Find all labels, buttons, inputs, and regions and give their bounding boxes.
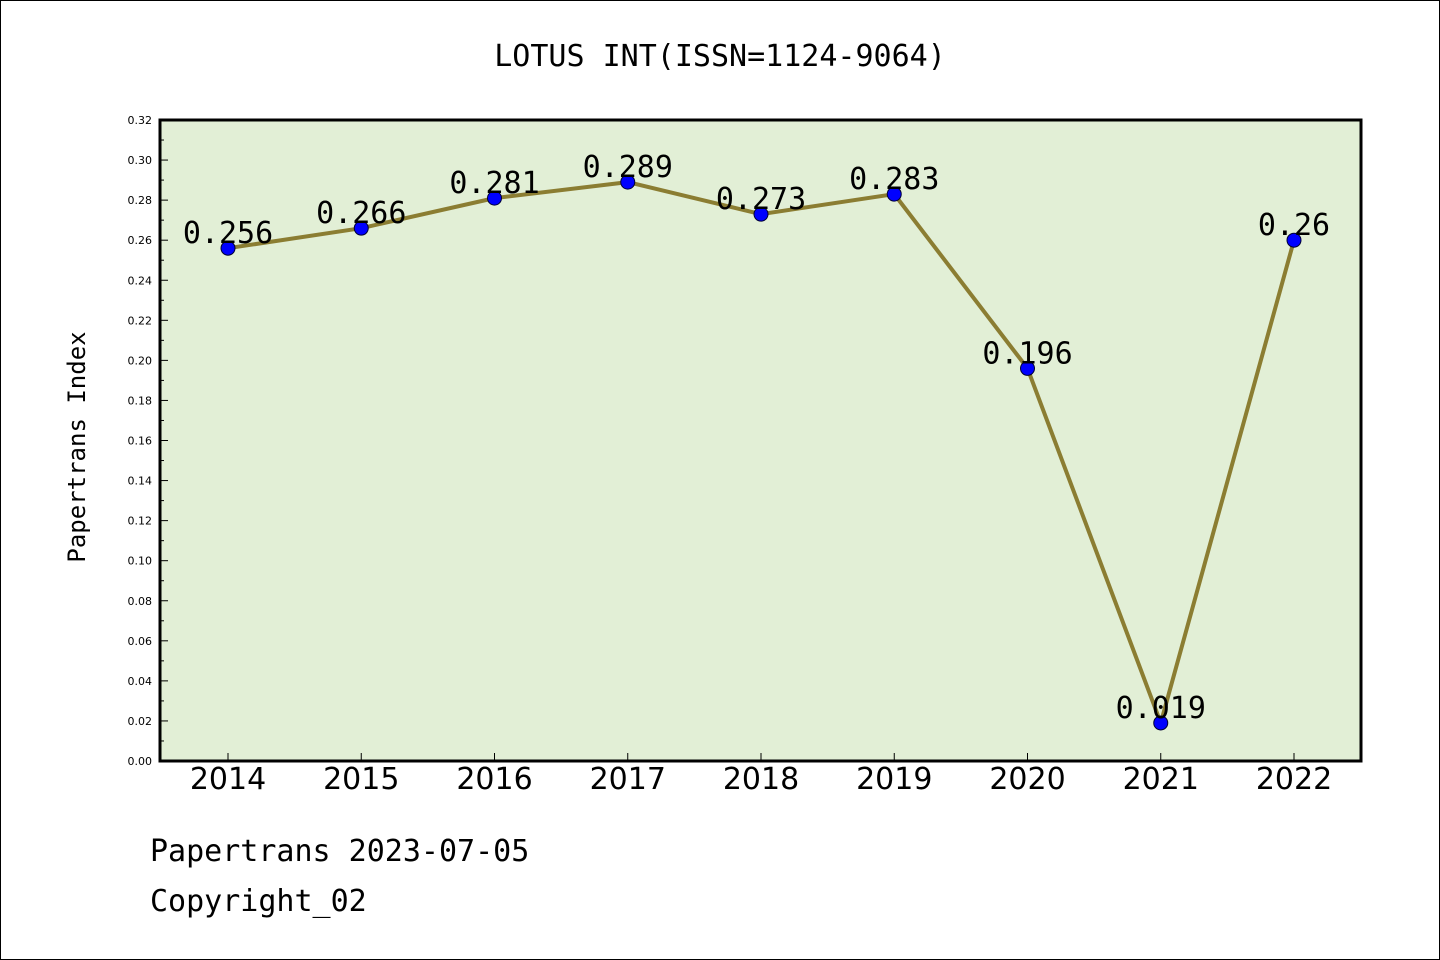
data-label: 0.281 (449, 166, 539, 201)
x-tick-label: 2020 (989, 762, 1065, 797)
y-tick-label: 0.20 (128, 354, 153, 367)
y-tick-label: 0.32 (128, 114, 153, 127)
data-point (487, 190, 502, 206)
y-axis-label: Papertrans Index (63, 331, 91, 562)
data-label: 0.289 (583, 150, 673, 185)
data-markers (220, 174, 1302, 731)
footer-copyright: Copyright_02 (150, 884, 367, 919)
x-tick-label: 2019 (856, 762, 932, 797)
y-tick-label: 0.16 (128, 435, 153, 448)
footer-date: Papertrans 2023-07-05 (150, 834, 530, 869)
y-tick-label: 0.18 (128, 394, 153, 407)
x-tick-label: 2015 (323, 762, 399, 797)
data-labels: 0.256 0.266 0.281 0.289 0.273 0.283 0.196 0.019… (183, 150, 1330, 726)
y-tick-label: 0.04 (128, 675, 153, 688)
data-label: 0.196 (982, 336, 1072, 371)
y-tick-label: 0.12 (128, 515, 153, 528)
data-label: 0.273 (716, 182, 806, 217)
data-label: 0.283 (849, 162, 939, 197)
data-point (220, 240, 236, 256)
y-tick-label: 0.22 (128, 314, 153, 327)
x-tick-label: 2021 (1123, 762, 1199, 797)
data-label: 0.26 (1258, 208, 1330, 243)
x-tick-label: 2014 (190, 762, 266, 797)
axis-ticks: 0.00 0.02 0.04 0.06 0.08 0.10 0.12 0.14 0.16 0.18… (128, 114, 1333, 797)
chart-title: LOTUS INT(ISSN=1124-9064) (494, 39, 946, 74)
y-tick-label: 0.08 (128, 595, 153, 608)
plot-border (158, 118, 1363, 763)
y-tick-label: 0.02 (128, 715, 153, 728)
y-tick-label: 0.06 (128, 635, 153, 648)
x-tick-label: 2017 (590, 762, 666, 797)
data-point (1020, 360, 1035, 376)
data-label: 0.019 (1116, 691, 1206, 726)
x-tick-label: 2016 (456, 762, 532, 797)
y-tick-label: 0.14 (128, 475, 153, 488)
data-point (1153, 715, 1169, 731)
y-tick-label: 0.00 (128, 755, 153, 768)
data-point (353, 220, 369, 236)
data-point (886, 186, 902, 202)
data-point (753, 206, 769, 222)
y-tick-label: 0.30 (128, 154, 153, 167)
y-tick-label: 0.24 (128, 274, 153, 287)
x-tick-label: 2018 (723, 762, 799, 797)
data-point (1286, 232, 1302, 248)
data-label: 0.256 (183, 216, 273, 251)
y-tick-label: 0.28 (128, 194, 153, 207)
x-tick-label: 2022 (1256, 762, 1332, 797)
data-label: 0.266 (316, 196, 406, 231)
y-tick-label: 0.10 (128, 555, 153, 568)
y-tick-label: 0.26 (128, 234, 153, 247)
data-point (620, 174, 636, 190)
